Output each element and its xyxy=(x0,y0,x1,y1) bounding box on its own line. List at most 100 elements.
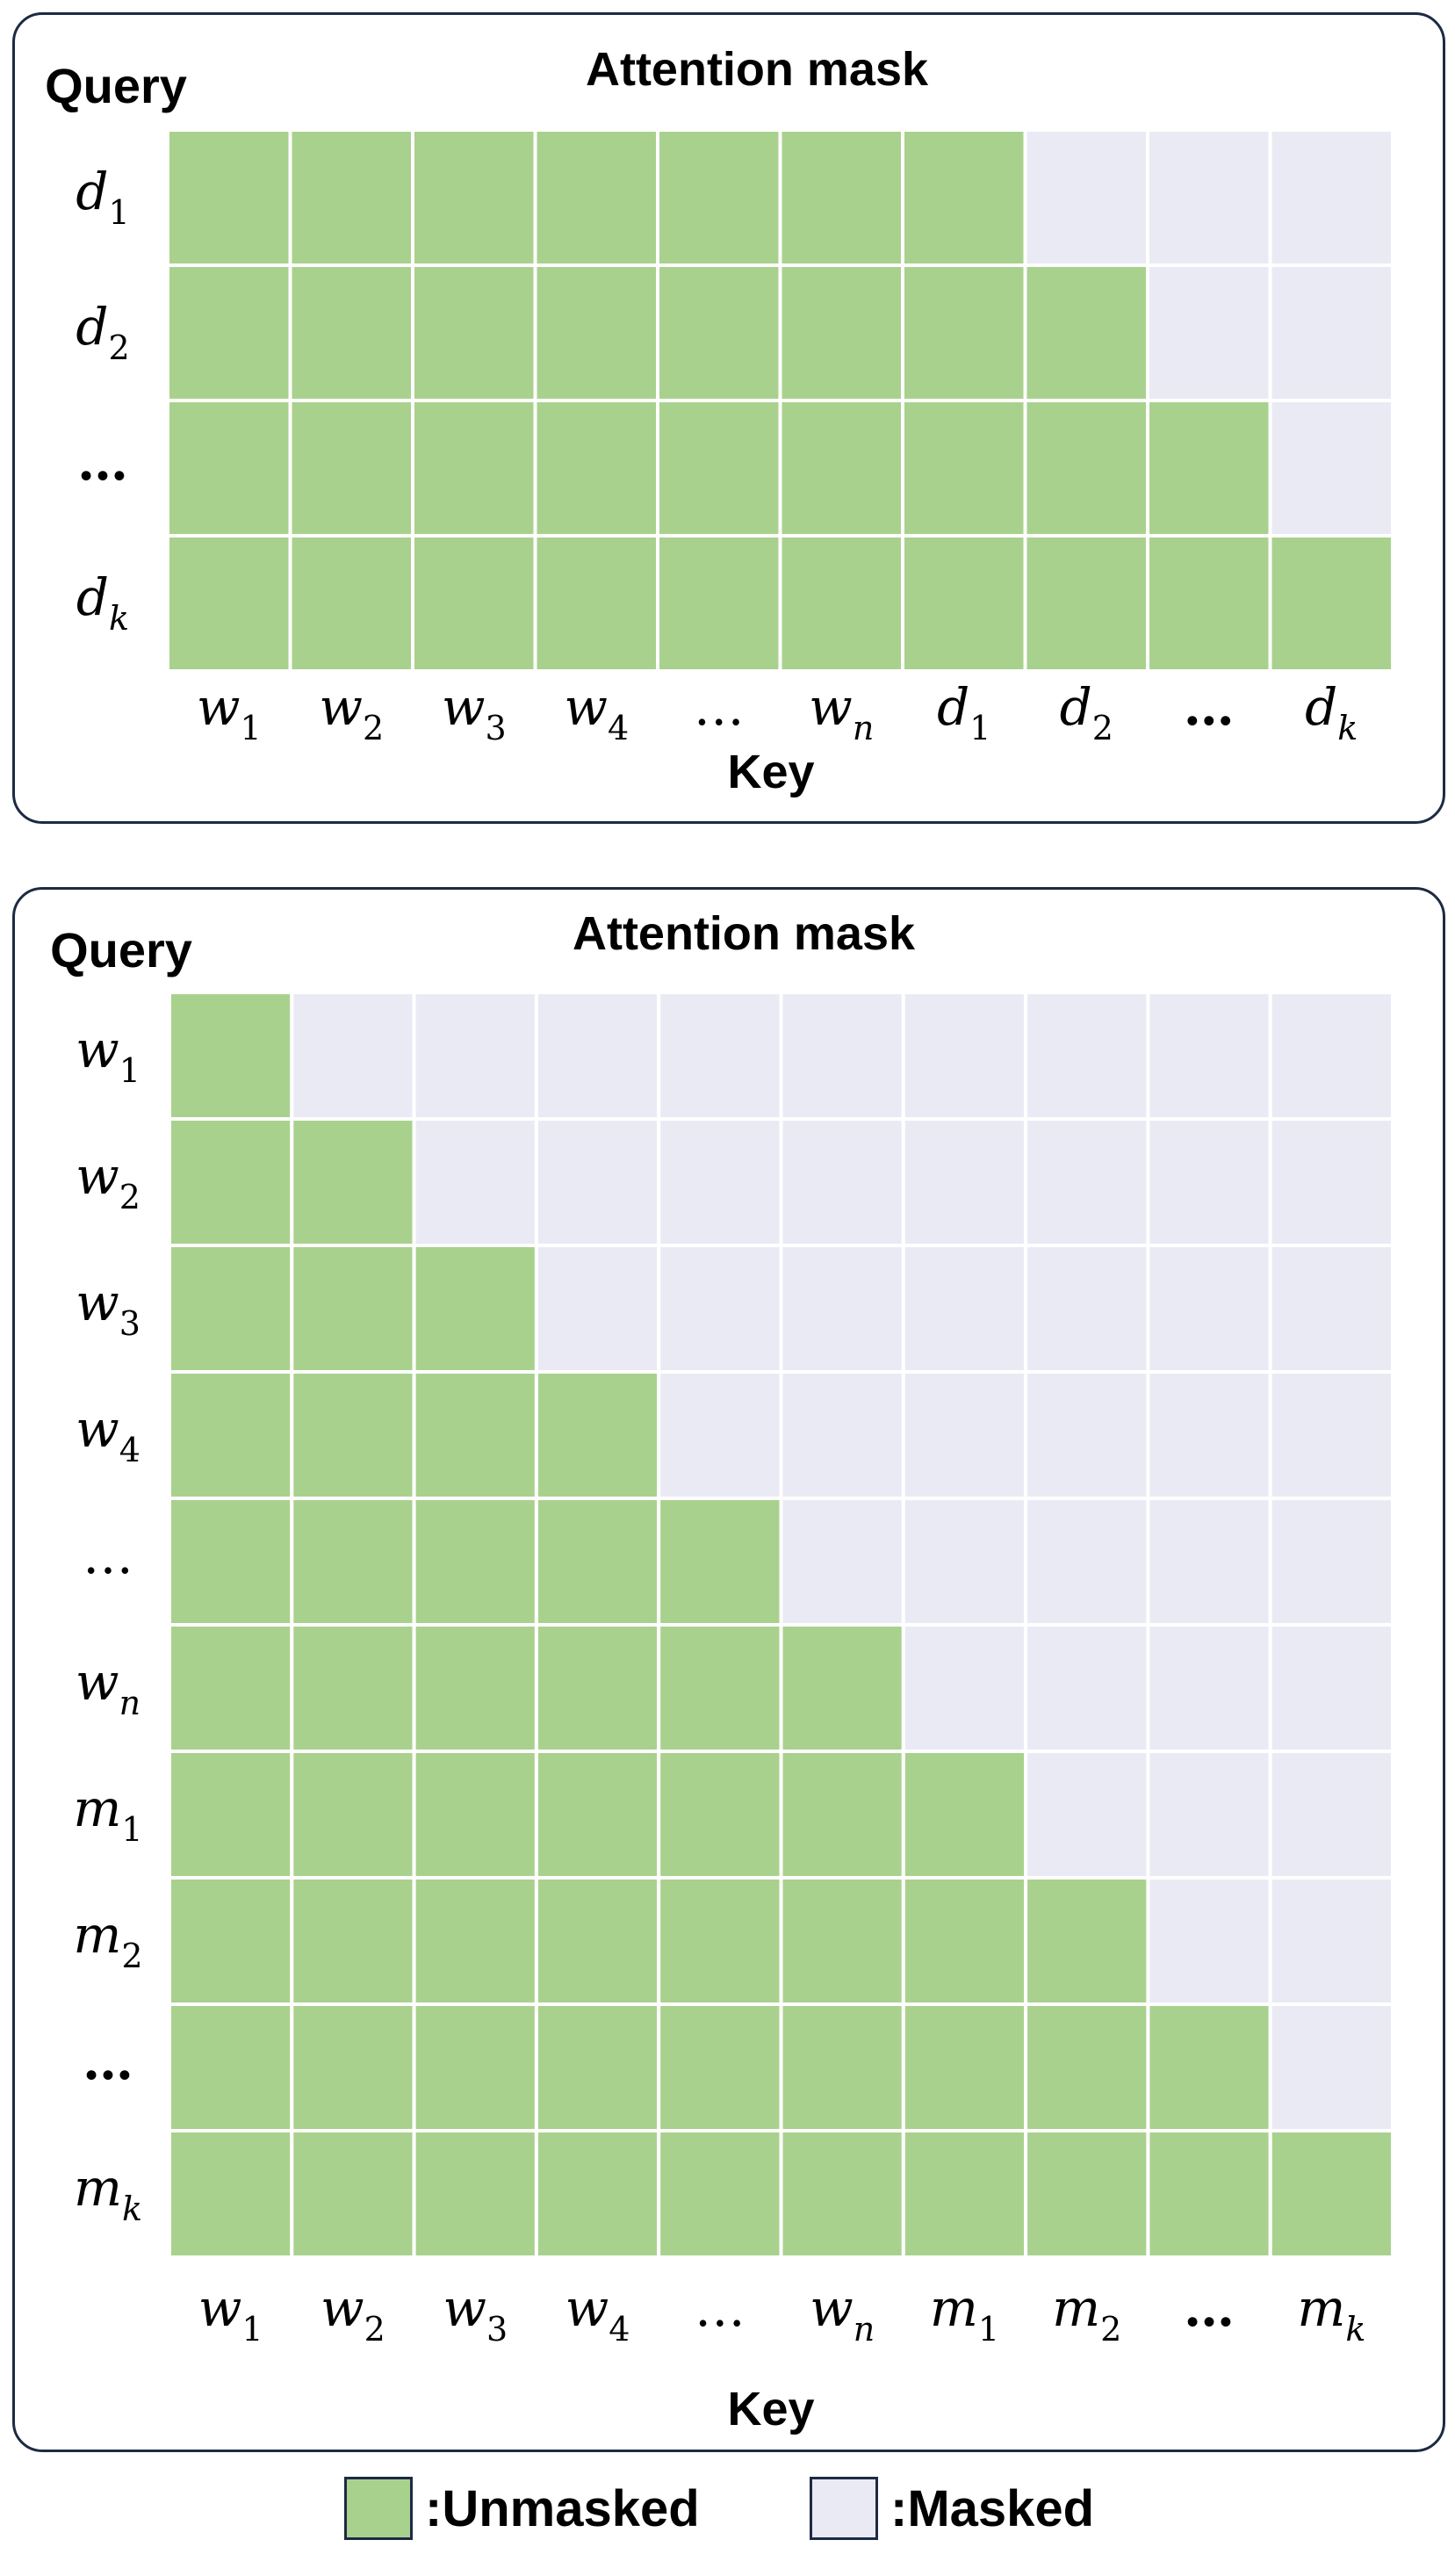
masked-cell xyxy=(1268,1876,1394,2006)
unmasked-cell xyxy=(168,1876,294,2006)
query-token-label: d1 xyxy=(76,162,129,232)
masked-cell xyxy=(657,1117,783,1247)
unmasked-cell xyxy=(412,1750,538,1880)
key-token-label: m1 xyxy=(930,2278,999,2349)
unmasked-cell xyxy=(412,1244,538,1374)
unmasked-cell xyxy=(1146,534,1272,673)
key-token-label: … xyxy=(1184,677,1235,737)
unmasked-cell xyxy=(779,1623,905,1753)
unmasked-cell xyxy=(168,2129,294,2259)
key-token-label: dk xyxy=(1305,677,1358,747)
unmasked-cell xyxy=(168,1370,294,1500)
key-token-label: … xyxy=(695,2278,746,2338)
unmasked-swatch xyxy=(344,2477,413,2540)
masked-cell xyxy=(1268,1117,1394,1247)
unmasked-cell xyxy=(290,1497,416,1627)
masked-cell xyxy=(1146,1370,1272,1500)
masked-cell xyxy=(779,1117,905,1247)
unmasked-cell xyxy=(657,2002,783,2132)
masked-cell xyxy=(1024,1370,1150,1500)
query-token-label: d2 xyxy=(76,297,129,367)
query-token-label: w4 xyxy=(76,1399,140,1469)
unmasked-cell xyxy=(534,1750,661,1880)
key-token-label: w2 xyxy=(321,2278,385,2349)
query-token-labels: d1 d2 … dk xyxy=(76,162,129,638)
masked-cell xyxy=(1146,128,1272,267)
unmasked-cell xyxy=(1146,2002,1272,2132)
masked-cell xyxy=(779,1497,905,1627)
unmasked-cell xyxy=(412,1876,538,2006)
unmasked-cell xyxy=(168,1623,294,1753)
unmasked-cell xyxy=(166,399,292,538)
query-token-label: w1 xyxy=(76,1020,140,1090)
masked-cell xyxy=(1024,1244,1150,1374)
unmasked-cell xyxy=(411,263,537,402)
unmasked-cell xyxy=(1023,263,1149,402)
query-axis-label: Query xyxy=(50,922,192,978)
unmasked-cell xyxy=(166,534,292,673)
unmasked-cell xyxy=(168,1497,294,1627)
masked-cell xyxy=(1146,1623,1272,1753)
masked-cell xyxy=(1146,1117,1272,1247)
unmasked-cell xyxy=(657,1623,783,1753)
unmasked-cell xyxy=(901,1750,1028,1880)
unmasked-cell xyxy=(901,2129,1028,2259)
legend: :Unmasked :Masked xyxy=(0,2468,1455,2576)
unmasked-cell xyxy=(290,2129,416,2259)
masked-cell xyxy=(1024,991,1150,1121)
masked-cell xyxy=(1268,1623,1394,1753)
masked-cell xyxy=(901,1370,1028,1500)
masked-cell xyxy=(1146,1876,1272,2006)
unmasked-cell xyxy=(1268,2129,1394,2259)
masked-cell xyxy=(1268,2002,1394,2132)
unmasked-cell xyxy=(533,128,659,267)
masked-cell xyxy=(779,991,905,1121)
legend-masked: :Masked xyxy=(810,2477,1094,2540)
key-token-labels: w1 w2 w3 w4 … wn m1 m2 … mk xyxy=(198,2278,1366,2349)
masked-cell xyxy=(290,991,416,1121)
masked-cell xyxy=(901,1497,1028,1627)
query-token-label: … xyxy=(77,432,128,492)
key-token-label: w1 xyxy=(197,677,262,747)
masked-cell xyxy=(1268,263,1394,402)
unmasked-cell xyxy=(534,1876,661,2006)
masked-cell xyxy=(412,991,538,1121)
unmasked-cell xyxy=(411,534,537,673)
unmasked-cell xyxy=(288,399,414,538)
unmasked-cell xyxy=(534,1370,661,1500)
masked-cell xyxy=(1024,1750,1150,1880)
unmasked-cell xyxy=(534,1623,661,1753)
unmasked-cell xyxy=(168,991,294,1121)
unmasked-cell xyxy=(166,263,292,402)
unmasked-cell xyxy=(1268,534,1394,673)
unmasked-label: :Unmasked xyxy=(425,2479,700,2537)
masked-cell xyxy=(1268,991,1394,1121)
unmasked-cell xyxy=(901,399,1027,538)
masked-cell xyxy=(901,991,1028,1121)
masked-cell xyxy=(534,991,661,1121)
masked-cell xyxy=(1268,1370,1394,1500)
unmasked-cell xyxy=(290,1370,416,1500)
key-token-label: … xyxy=(694,677,745,737)
key-token-label: wn xyxy=(810,2278,875,2349)
unmasked-cell xyxy=(412,2129,538,2259)
unmasked-cell xyxy=(166,128,292,267)
query-token-label: … xyxy=(83,2031,133,2091)
unmasked-cell xyxy=(778,128,904,267)
key-token-label: w4 xyxy=(565,2278,630,2349)
key-token-label: w4 xyxy=(564,677,629,747)
unmasked-cell xyxy=(901,2002,1028,2132)
unmasked-cell xyxy=(1146,2129,1272,2259)
masked-cell xyxy=(1146,1750,1272,1880)
key-token-labels: w1 w2 w3 w4 … wn d1 d2 … dk xyxy=(197,677,1358,747)
unmasked-cell xyxy=(534,1497,661,1627)
unmasked-cell xyxy=(534,2129,661,2259)
unmasked-cell xyxy=(533,263,659,402)
key-token-label: d2 xyxy=(1060,677,1113,747)
unmasked-cell xyxy=(412,1623,538,1753)
masked-cell xyxy=(1024,1497,1150,1627)
masked-cell xyxy=(1146,991,1272,1121)
masked-cell xyxy=(901,1623,1028,1753)
unmasked-cell xyxy=(533,534,659,673)
